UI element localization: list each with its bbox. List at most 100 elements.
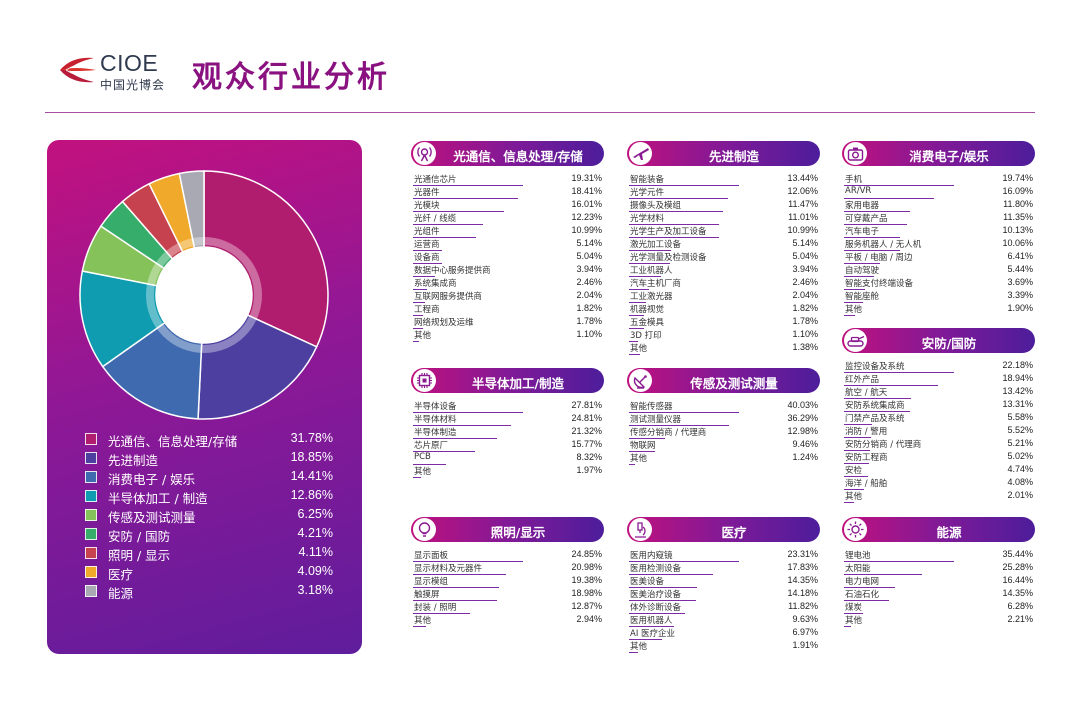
breakdown-row: 电力电网 16.44% — [842, 575, 1035, 588]
breakdown-label: 光纤 / 线缆 — [414, 214, 457, 224]
breakdown-bar — [629, 327, 644, 329]
breakdown-label: 工业机器人 — [630, 266, 673, 276]
breakdown-row: 光学元件 12.06% — [627, 186, 820, 199]
breakdown-value: 1.38% — [792, 342, 818, 352]
breakdown-row: 光纤 / 线缆 12.23% — [411, 212, 604, 225]
breakdown-row: 可穿戴产品 11.35% — [842, 212, 1035, 225]
breakdown-bar — [844, 262, 880, 264]
breakdown-label: 医用检测设备 — [630, 564, 682, 574]
breakdown-bar — [629, 210, 723, 212]
breakdown-bar — [844, 586, 896, 588]
overview-panel: 光通信、信息处理/存储 31.78% 先进制造 18.85% 消费电子 / 娱乐 14.4… — [47, 140, 362, 654]
breakdown-value: 40.03% — [787, 400, 818, 410]
breakdown-bar — [629, 573, 714, 575]
breakdown-row: 光组件 10.99% — [411, 225, 604, 238]
breakdown-value: 10.99% — [571, 225, 602, 235]
breakdown-row: 摄像头及模组 11.47% — [627, 199, 820, 212]
camera-icon — [844, 142, 867, 165]
breakdown-value: 22.18% — [1002, 360, 1033, 370]
card-rows: 光通信芯片 19.31% 光器件 18.41% 光模块 16.01% 光纤 / 线缆 12.2… — [411, 173, 604, 342]
breakdown-label: 安防分销商 / 代理商 — [845, 440, 922, 450]
card-title: 半导体加工/制造 — [471, 376, 565, 391]
breakdown-value: 17.83% — [787, 562, 818, 572]
breakdown-row: 五金模具 1.78% — [627, 316, 820, 329]
breakdown-bar — [844, 197, 934, 199]
breakdown-bar — [629, 288, 650, 290]
breakdown-bar — [413, 450, 476, 452]
breakdown-bar — [844, 301, 863, 303]
breakdown-bar — [413, 301, 425, 303]
card-header: 消费电子/娱乐 — [842, 141, 1035, 166]
breakdown-row: 安防系统集成商 13.31% — [842, 399, 1035, 412]
breakdown-value: 12.98% — [787, 426, 818, 436]
card-header: 照明/显示 — [411, 517, 604, 542]
card-header: 医疗 — [627, 517, 820, 542]
breakdown-bar — [413, 560, 523, 562]
breakdown-bar — [629, 249, 672, 251]
breakdown-value: 1.82% — [792, 303, 818, 313]
breakdown-bar — [844, 314, 855, 316]
breakdown-bar — [629, 625, 675, 627]
donut-hole — [156, 247, 252, 343]
breakdown-bar — [413, 612, 470, 614]
card-header: 能源 — [842, 517, 1035, 542]
breakdown-row: 家用电器 11.80% — [842, 199, 1035, 212]
legend-label: 医疗 — [108, 567, 134, 582]
breakdown-value: 27.81% — [571, 400, 602, 410]
breakdown-row: 物联网 9.46% — [627, 439, 820, 452]
breakdown-label: 其他 — [630, 454, 648, 464]
breakdown-label: 医用机器人 — [630, 616, 673, 626]
breakdown-bar — [844, 410, 910, 412]
industry-card: 照明/显示 显示面板 24.85% 显示材料及元器件 20.98% 显示模组 19.38% 触… — [411, 517, 604, 627]
breakdown-bar — [413, 210, 505, 212]
breakdown-value: 12.23% — [571, 212, 602, 222]
breakdown-row: 其他 2.94% — [411, 614, 604, 627]
breakdown-row: 锂电池 35.44% — [842, 549, 1035, 562]
breakdown-row: 半导体材料 24.81% — [411, 413, 604, 426]
breakdown-row: 光模块 16.01% — [411, 199, 604, 212]
breakdown-label: 医用内窥镜 — [630, 551, 673, 561]
legend-label: 先进制造 — [108, 453, 159, 468]
breakdown-row: 汽车电子 10.13% — [842, 225, 1035, 238]
card-title: 安防/国防 — [921, 336, 977, 351]
breakdown-bar — [629, 651, 638, 653]
breakdown-label: 平板 / 电脑 / 周边 — [845, 253, 913, 263]
breakdown-label: 封装 / 照明 — [414, 603, 457, 613]
breakdown-label: 锂电池 — [845, 551, 871, 561]
breakdown-row: 手机 19.74% — [842, 173, 1035, 186]
breakdown-label: 芯片原厂 — [414, 441, 449, 451]
breakdown-row: 光学测量及检测设备 5.04% — [627, 251, 820, 264]
breakdown-label: 五金模具 — [630, 318, 665, 328]
breakdown-value: 1.10% — [576, 329, 602, 339]
breakdown-value: 18.41% — [571, 186, 602, 196]
breakdown-bar — [844, 371, 954, 373]
breakdown-label: 摄像头及模组 — [630, 201, 682, 211]
plane-icon — [629, 142, 652, 165]
breakdown-label: 家用电器 — [845, 201, 880, 211]
breakdown-value: 23.31% — [787, 549, 818, 559]
breakdown-label: 系统集成商 — [414, 279, 457, 289]
breakdown-label: 光学测量及检测设备 — [630, 253, 707, 263]
breakdown-value: 10.99% — [787, 225, 818, 235]
breakdown-row: 智能座舱 3.39% — [842, 290, 1035, 303]
breakdown-bar — [629, 262, 671, 264]
legend-value: 3.18% — [297, 583, 333, 597]
breakdown-bar — [629, 560, 739, 562]
breakdown-row: 传感分销商 / 代理商 12.98% — [627, 426, 820, 439]
breakdown-row: 红外产品 18.94% — [842, 373, 1035, 386]
breakdown-bar — [629, 411, 739, 413]
breakdown-bar — [413, 411, 523, 413]
breakdown-bar — [629, 463, 635, 465]
breakdown-row: 医美治疗设备 14.18% — [627, 588, 820, 601]
legend-swatch — [85, 547, 97, 559]
breakdown-label: 显示模组 — [414, 577, 449, 587]
breakdown-row: 其他 2.01% — [842, 490, 1035, 503]
breakdown-row: 光器件 18.41% — [411, 186, 604, 199]
card-rows: 手机 19.74% AR/VR 16.09% 家用电器 11.80% 可穿戴产品 11.35%… — [842, 173, 1035, 316]
breakdown-row: 光学材料 11.01% — [627, 212, 820, 225]
breakdown-label: 电力电网 — [845, 577, 880, 587]
breakdown-label: 光学元件 — [630, 188, 665, 198]
breakdown-bar — [629, 275, 662, 277]
breakdown-value: 2.46% — [576, 277, 602, 287]
breakdown-value: 1.97% — [576, 465, 602, 475]
